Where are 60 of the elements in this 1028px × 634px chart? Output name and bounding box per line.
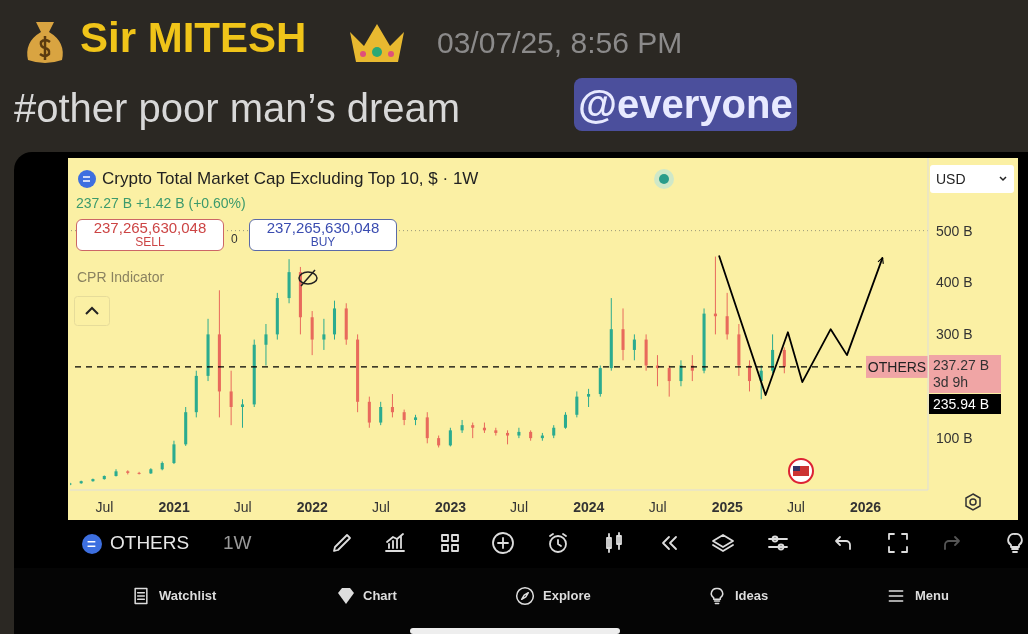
y-tick-label: 400 B bbox=[936, 274, 973, 291]
candlestick bbox=[172, 440, 176, 465]
ref-line-label: OTHERS bbox=[867, 358, 927, 375]
y-tick-label: 300 B bbox=[936, 326, 973, 343]
text: Chart bbox=[363, 588, 397, 603]
x-tick-label: Jul bbox=[233, 499, 252, 515]
text: Sir MITESH bbox=[80, 14, 307, 62]
candlestick bbox=[425, 411, 429, 444]
text: 1W bbox=[223, 532, 252, 554]
candlestick bbox=[390, 393, 394, 418]
text: Crypto Total Market Cap Excluding Top 10, $ · 1W bbox=[102, 169, 479, 189]
x-tick-label: 2026 bbox=[849, 499, 882, 515]
text: Ideas bbox=[735, 588, 769, 603]
candlestick bbox=[367, 396, 371, 429]
text: USD bbox=[930, 165, 1014, 193]
text: Explore bbox=[543, 588, 591, 603]
candlestick bbox=[575, 390, 579, 418]
candlestick bbox=[621, 307, 625, 361]
x-tick-label: 2021 bbox=[158, 499, 190, 515]
x-tick-label: Jul bbox=[510, 499, 529, 515]
candlestick bbox=[782, 346, 786, 374]
text: 237.27 B bbox=[933, 356, 991, 374]
text: 3d 9h bbox=[933, 373, 970, 391]
text: 235.94 B bbox=[929, 393, 1001, 414]
candlestick bbox=[460, 419, 464, 434]
x-tick-label: Jul bbox=[95, 499, 114, 515]
x-tick-label: Jul bbox=[648, 499, 667, 515]
candlestick bbox=[229, 370, 233, 426]
x-tick-label: 2023 bbox=[434, 499, 467, 515]
candlestick bbox=[310, 310, 314, 356]
text: @everyone bbox=[574, 78, 797, 131]
text: #other poor man’s dream bbox=[14, 86, 461, 131]
x-tick-label: 2025 bbox=[711, 499, 744, 515]
candlestick bbox=[632, 333, 636, 361]
annotation: SELL bbox=[134, 235, 166, 250]
text: OTHERS bbox=[110, 532, 190, 554]
y-tick-label: 100 B bbox=[936, 430, 973, 447]
x-tick-label: 2022 bbox=[296, 499, 329, 515]
candlestick bbox=[725, 292, 729, 341]
text: 237.27 B +1.42 B (+0.60%) bbox=[76, 195, 246, 211]
candlestick bbox=[379, 401, 383, 426]
annotation: 237,265,630,048 bbox=[265, 219, 381, 236]
candlestick bbox=[587, 388, 591, 408]
candlestick bbox=[322, 318, 326, 351]
annotation: BUY bbox=[309, 235, 337, 250]
x-tick-label: 2024 bbox=[573, 499, 605, 515]
y-tick-label: 500 B bbox=[936, 222, 973, 239]
candlestick bbox=[240, 398, 245, 429]
annotation: 237,265,630,048 bbox=[92, 219, 208, 236]
annotation: CPR Indicator bbox=[77, 269, 165, 285]
candlestick bbox=[517, 427, 521, 439]
x-tick-label: Jul bbox=[371, 499, 390, 515]
candlestick bbox=[667, 365, 671, 398]
text: Watchlist bbox=[159, 588, 217, 603]
x-tick-label: Jul bbox=[786, 499, 805, 515]
annotation: 0 bbox=[231, 232, 238, 246]
text: Menu bbox=[915, 588, 949, 603]
candlestick bbox=[448, 427, 452, 447]
candlestick bbox=[264, 323, 268, 366]
text: 03/07/25, 8:56 PM bbox=[437, 26, 683, 60]
